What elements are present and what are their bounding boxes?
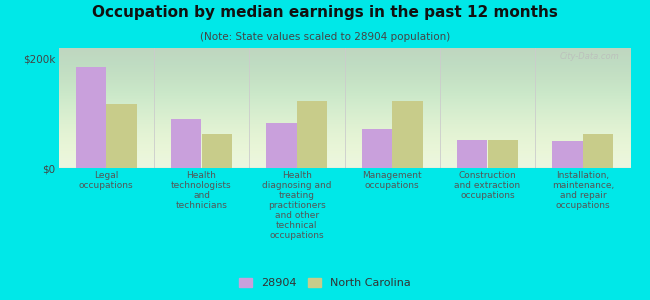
Bar xyxy=(392,101,422,168)
Bar xyxy=(171,119,202,168)
Text: City-Data.com: City-Data.com xyxy=(559,52,619,61)
Bar xyxy=(202,134,232,168)
Text: Health
technologists
and
technicians: Health technologists and technicians xyxy=(171,171,232,210)
Text: Management
occupations: Management occupations xyxy=(362,171,422,190)
Text: Legal
occupations: Legal occupations xyxy=(79,171,133,190)
Legend: 28904, North Carolina: 28904, North Carolina xyxy=(236,274,414,291)
Bar xyxy=(457,140,488,168)
Text: Construction
and extraction
occupations: Construction and extraction occupations xyxy=(454,171,521,200)
Text: Occupation by median earnings in the past 12 months: Occupation by median earnings in the pas… xyxy=(92,4,558,20)
Bar xyxy=(552,141,583,168)
Bar xyxy=(297,101,328,168)
Bar xyxy=(266,123,297,168)
Bar xyxy=(75,67,106,168)
Bar xyxy=(583,134,614,168)
Text: Health
diagnosing and
treating
practitioners
and other
technical
occupations: Health diagnosing and treating practitio… xyxy=(262,171,332,240)
Text: Installation,
maintenance,
and repair
occupations: Installation, maintenance, and repair oc… xyxy=(552,171,614,210)
Bar xyxy=(488,140,518,168)
Bar xyxy=(106,103,136,168)
Bar xyxy=(361,129,392,168)
Text: (Note: State values scaled to 28904 population): (Note: State values scaled to 28904 popu… xyxy=(200,32,450,41)
